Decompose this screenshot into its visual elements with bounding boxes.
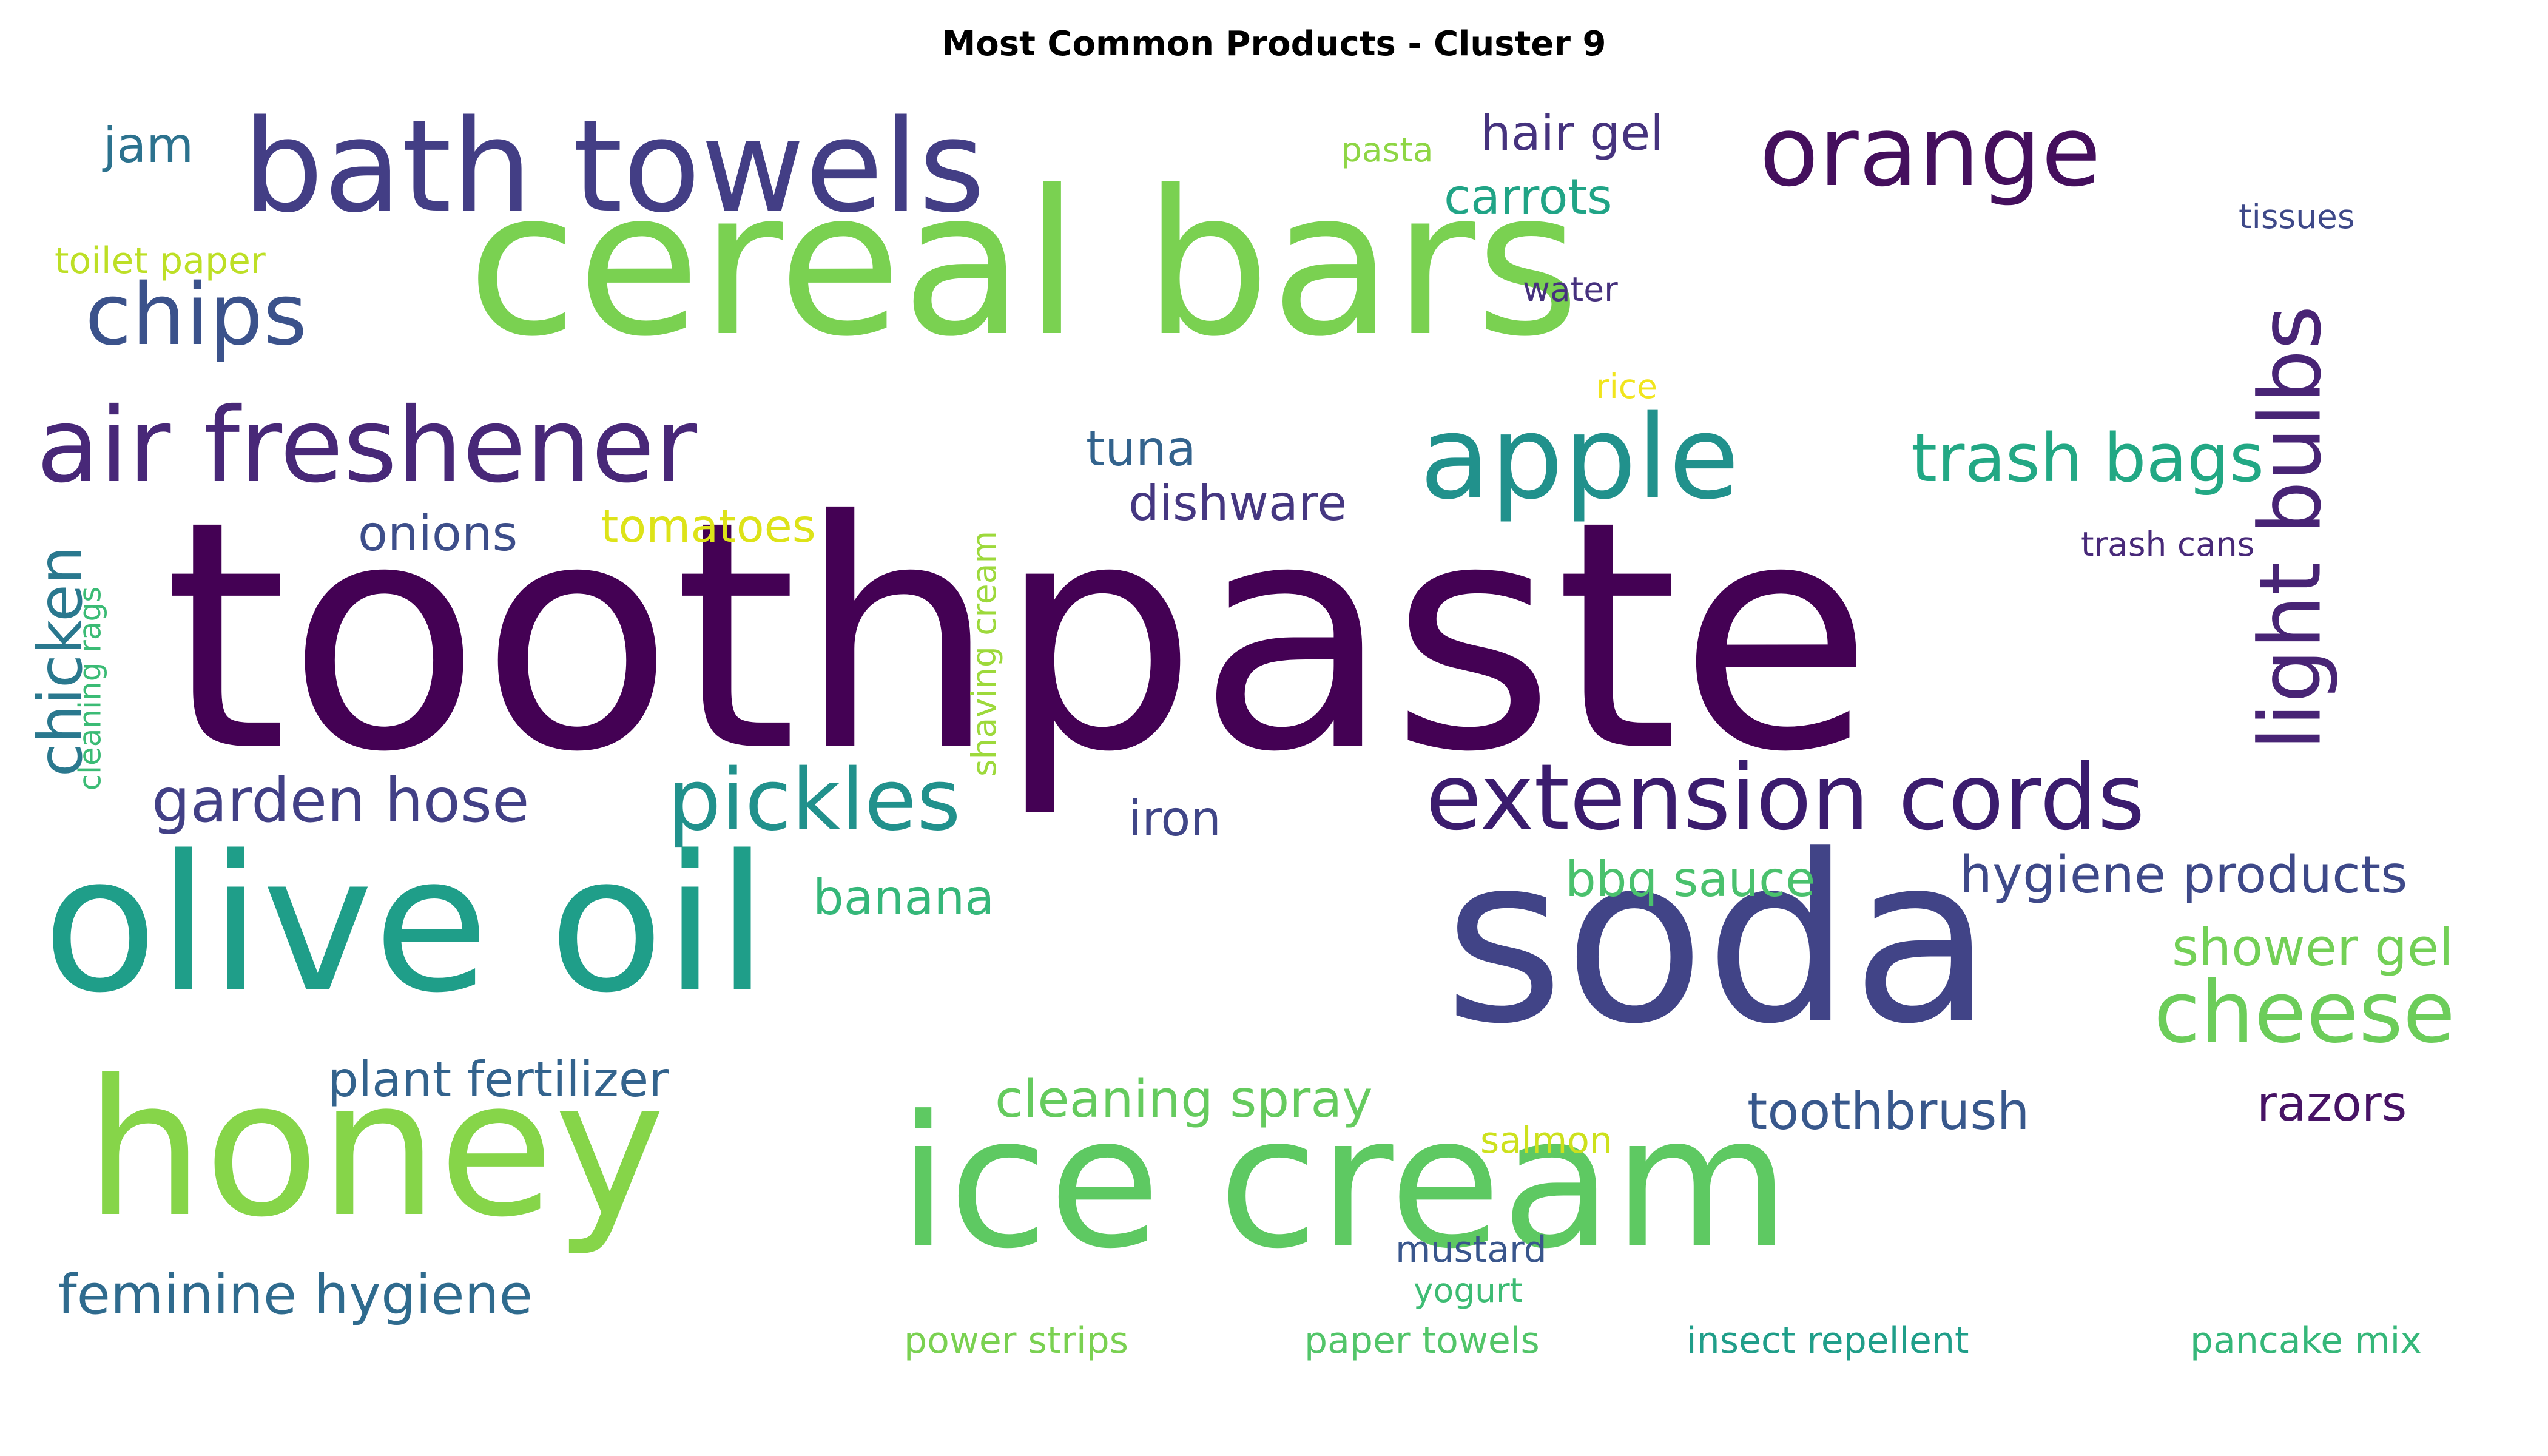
word-paper-towels: paper towels	[1304, 1320, 1540, 1362]
word-salmon: salmon	[1480, 1119, 1613, 1162]
word-garden-hose: garden hose	[152, 765, 530, 836]
word-feminine-hygiene: feminine hygiene	[58, 1263, 533, 1327]
word-bbq-sauce: bbq sauce	[1565, 851, 1816, 908]
word-extension-cords: extension cords	[1426, 745, 2145, 851]
word-plant-fertilizer: plant fertilizer	[328, 1051, 669, 1108]
word-water: water	[1523, 270, 1618, 309]
word-insect-repellent: insect repellent	[1687, 1320, 1969, 1362]
word-pickles: pickles	[667, 751, 961, 850]
word-cheese: cheese	[2154, 963, 2456, 1062]
word-tuna: tuna	[1086, 420, 1196, 477]
word-toilet-paper: toilet paper	[55, 240, 266, 282]
word-orange: orange	[1759, 95, 2101, 208]
word-air-freshener: air freshener	[36, 386, 698, 506]
word-cleaning-rags: cleaning rags	[72, 586, 108, 791]
word-tissues: tissues	[2239, 197, 2355, 236]
word-hair-gel: hair gel	[1480, 105, 1664, 161]
word-mustard: mustard	[1395, 1228, 1547, 1271]
word-ice-cream: ice cream	[898, 1077, 1790, 1289]
word-dishware: dishware	[1128, 475, 1347, 531]
word-jam: jam	[103, 117, 194, 174]
word-apple: apple	[1420, 391, 1740, 525]
word-trash-cans: trash cans	[2081, 525, 2255, 564]
word-banana: banana	[813, 869, 995, 926]
word-shower-gel: shower gel	[2172, 918, 2453, 978]
word-razors: razors	[2257, 1076, 2407, 1132]
word-rice: rice	[1596, 367, 1657, 406]
chart-title: Most Common Products - Cluster 9	[942, 24, 1606, 64]
word-toothbrush: toothbrush	[1747, 1082, 2030, 1142]
word-tomatoes: tomatoes	[601, 499, 816, 553]
word-yogurt: yogurt	[1414, 1271, 1523, 1310]
word-trash-bags: trash bags	[1911, 419, 2265, 497]
word-hygiene-products: hygiene products	[1960, 845, 2408, 905]
word-honey: honey	[85, 1040, 666, 1259]
word-onions: onions	[358, 505, 518, 562]
word-chips: chips	[85, 266, 308, 365]
word-carrots: carrots	[1444, 169, 1613, 225]
word-pasta: pasta	[1341, 130, 1434, 169]
word-light-bulbs: light bulbs	[2241, 305, 2341, 750]
word-cleaning-spray: cleaning spray	[995, 1070, 1373, 1130]
word-iron: iron	[1128, 790, 1222, 847]
word-cereal-bars: cereal bars	[467, 147, 1580, 380]
word-power-strips: power strips	[904, 1320, 1128, 1362]
word-soda: soda	[1444, 806, 1993, 1074]
word-olive-oil: olive oil	[42, 815, 769, 1034]
word-pancake-mix: pancake mix	[2190, 1320, 2422, 1362]
word-toothpaste: toothpaste	[164, 453, 1873, 821]
word-shaving-cream: shaving cream	[965, 530, 1004, 777]
word-bath-towels: bath towels	[243, 92, 985, 241]
